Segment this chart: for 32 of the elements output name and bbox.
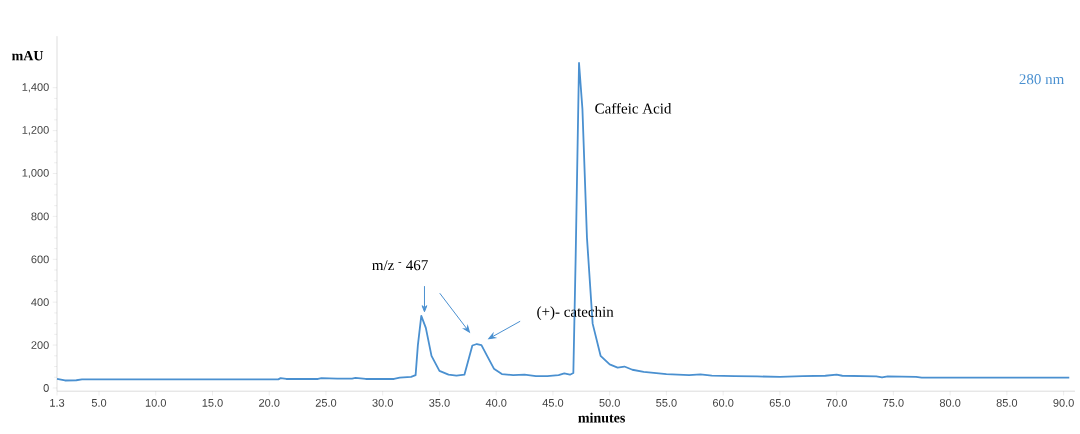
x-tick-label: 90.0: [1053, 398, 1074, 407]
y-tick-label: 1,000: [22, 168, 49, 179]
x-tick-label: 70.0: [826, 398, 847, 407]
x-tick-label: 45.0: [542, 398, 564, 407]
annotation: m/z $^{-}$ 467: [372, 260, 428, 271]
y-tick-label: 600: [31, 255, 49, 264]
x-tick-label: 10.0: [145, 398, 167, 407]
y-tick-label: 0: [43, 384, 49, 392]
text: 280 nm: [1019, 74, 1065, 85]
x-axis-title: minutes: [578, 412, 625, 423]
x-tick-label: 40.0: [485, 398, 507, 407]
x-tick-label: 35.0: [429, 398, 450, 407]
x-tick-label: 55.0: [656, 398, 677, 407]
x-tick-label: 80.0: [939, 398, 961, 407]
x-tick-label: 5.0: [91, 398, 107, 407]
annotation: Caffeic Acid: [595, 102, 672, 114]
y-tick-label: 200: [31, 341, 49, 349]
x-tick-label: 20.0: [259, 398, 280, 407]
y-axis-title: mAU: [11, 51, 44, 61]
x-tick-label: 15.0: [202, 398, 223, 407]
x-tick-label: 65.0: [769, 398, 791, 407]
x-tick-label: 75.0: [883, 398, 904, 407]
y-tick-label: 1,200: [22, 126, 49, 136]
x-tick-label: 1.3: [50, 398, 65, 407]
x-tick-label: 25.0: [315, 398, 337, 407]
y-tick-label: 400: [31, 298, 49, 307]
x-tick-label: 85.0: [996, 398, 1018, 407]
x-tick-label: 50.0: [599, 398, 620, 407]
y-tick-label: 1,400: [22, 83, 49, 93]
x-tick-label: 60.0: [713, 398, 734, 407]
y-tick-label: 800: [31, 212, 49, 221]
x-tick-label: 30.0: [372, 398, 393, 407]
